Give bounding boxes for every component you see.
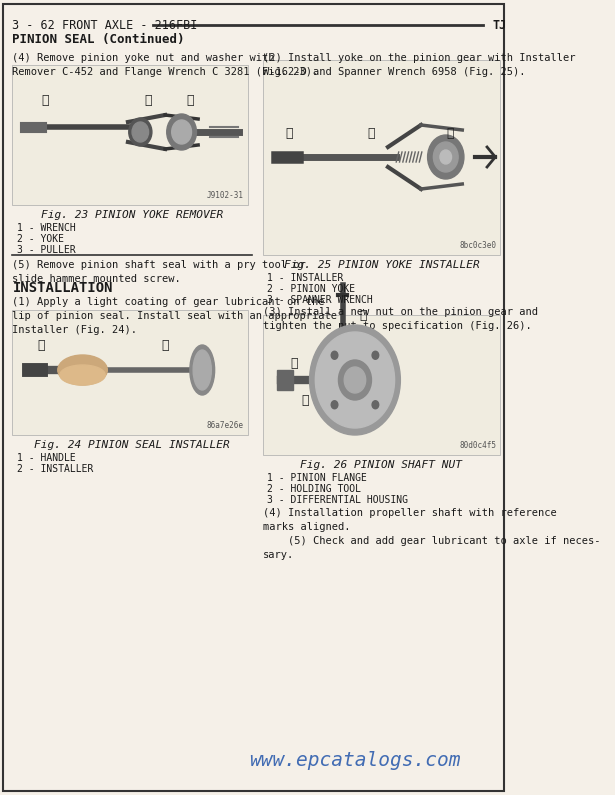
Text: 1 - WRENCH: 1 - WRENCH [17,223,75,233]
Text: Fig. 24 PINION SEAL INSTALLER: Fig. 24 PINION SEAL INSTALLER [34,440,230,450]
Text: (4) Installation propeller shaft with reference
marks aligned.
    (5) Check and: (4) Installation propeller shaft with re… [263,508,600,560]
Text: 3 - DIFFERENTIAL HOUSING: 3 - DIFFERENTIAL HOUSING [267,495,408,505]
Circle shape [331,401,338,409]
Circle shape [440,150,451,164]
Text: 8bc0c3e0: 8bc0c3e0 [459,241,496,250]
Text: 2 - YOKE: 2 - YOKE [17,234,63,244]
Text: ③: ③ [446,126,454,139]
Text: ①: ① [42,94,49,107]
Text: ②: ② [368,126,375,139]
Bar [277,370,293,390]
FancyBboxPatch shape [12,310,248,435]
Circle shape [344,367,366,393]
Text: J9102-31: J9102-31 [207,191,244,200]
Circle shape [372,351,379,359]
Text: ②: ② [161,339,169,351]
Text: Fig. 25 PINION YOKE INSTALLER: Fig. 25 PINION YOKE INSTALLER [284,260,479,270]
Text: PINION SEAL (Continued): PINION SEAL (Continued) [12,33,185,45]
Text: 3 - PULLER: 3 - PULLER [17,245,75,255]
Text: 2 - INSTALLER: 2 - INSTALLER [17,464,93,474]
Circle shape [309,325,400,435]
Text: 2 - PINION YOKE: 2 - PINION YOKE [267,284,355,294]
Text: (1) Apply a light coating of gear lubricant on the
lip of pinion seal. Install s: (1) Apply a light coating of gear lubric… [12,297,338,335]
Text: 1 - PINION FLANGE: 1 - PINION FLANGE [267,473,367,483]
Ellipse shape [58,355,107,385]
Circle shape [172,120,191,144]
Circle shape [434,142,458,172]
Ellipse shape [190,345,215,395]
Text: ③: ③ [302,394,309,406]
Circle shape [315,332,395,428]
FancyBboxPatch shape [263,315,500,455]
Text: (4) Remove pinion yoke nut and washer with
Remover C-452 and Flange Wrench C 328: (4) Remove pinion yoke nut and washer wi… [12,53,319,77]
Text: ③: ③ [145,94,153,107]
Text: 80d0c4f5: 80d0c4f5 [459,441,496,450]
Text: Fig. 26 PINION SHAFT NUT: Fig. 26 PINION SHAFT NUT [300,460,462,470]
Text: ①: ① [290,356,298,370]
Text: INSTALLATION: INSTALLATION [12,281,113,295]
FancyBboxPatch shape [12,65,248,205]
Text: 2 - HOLDING TOOL: 2 - HOLDING TOOL [267,484,360,494]
Circle shape [427,135,464,179]
Text: (3) Install a new nut on the pinion gear and
tighten the nut to specification (F: (3) Install a new nut on the pinion gear… [263,307,538,331]
Text: 1 - HANDLE: 1 - HANDLE [17,453,75,463]
Circle shape [167,114,196,150]
Text: 3 - 62: 3 - 62 [12,18,55,32]
Text: TJ: TJ [493,18,507,32]
Text: FRONT AXLE - 216FBI: FRONT AXLE - 216FBI [62,18,197,32]
Text: (5) Remove pinion shaft seal with a pry tool or
slide hammer mounted screw.: (5) Remove pinion shaft seal with a pry … [12,260,306,284]
Text: ②: ② [359,308,367,321]
Text: www.epcatalogs.com: www.epcatalogs.com [249,750,461,770]
Circle shape [129,118,152,146]
Circle shape [338,360,371,400]
Text: ①: ① [285,126,293,139]
Circle shape [132,122,149,142]
Ellipse shape [193,350,212,390]
Circle shape [372,401,379,409]
FancyBboxPatch shape [3,4,504,791]
Text: ②: ② [186,94,194,107]
Text: ①: ① [38,339,45,351]
FancyBboxPatch shape [263,60,500,255]
Text: Fig. 23 PINION YOKE REMOVER: Fig. 23 PINION YOKE REMOVER [41,210,223,220]
Ellipse shape [60,365,105,385]
Text: (2) Install yoke on the pinion gear with Installer
W-162-D and Spanner Wrench 69: (2) Install yoke on the pinion gear with… [263,53,575,77]
Text: 1 - INSTALLER: 1 - INSTALLER [267,273,343,283]
Text: 86a7e26e: 86a7e26e [207,421,244,430]
Circle shape [331,351,338,359]
Text: 3 - SPANNER WRENCH: 3 - SPANNER WRENCH [267,295,373,305]
